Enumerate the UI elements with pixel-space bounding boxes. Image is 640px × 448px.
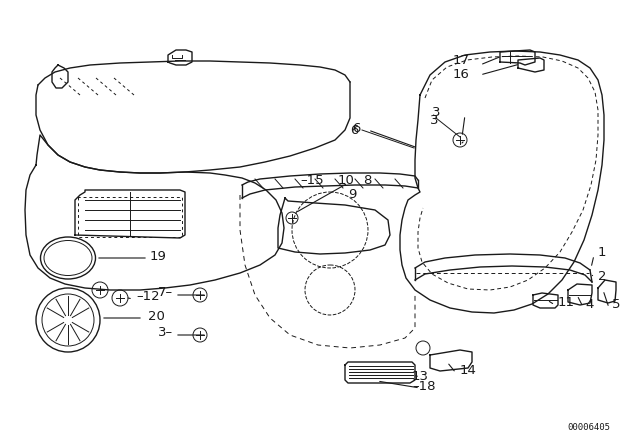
Text: –12: –12 <box>136 289 159 302</box>
Text: 9: 9 <box>348 188 356 201</box>
Text: 5: 5 <box>612 298 621 311</box>
Text: 14: 14 <box>460 365 477 378</box>
Text: 8: 8 <box>363 175 371 188</box>
Text: 7–: 7– <box>158 287 173 300</box>
Text: 4: 4 <box>585 298 593 311</box>
Text: –18: –18 <box>412 380 435 393</box>
Text: 17: 17 <box>453 55 470 68</box>
Text: 3–: 3– <box>158 327 173 340</box>
Text: 16: 16 <box>453 68 470 81</box>
Text: 10: 10 <box>338 175 355 188</box>
Text: 13: 13 <box>412 370 429 383</box>
Text: –15: –15 <box>300 175 324 188</box>
Text: 3: 3 <box>430 113 438 126</box>
Text: 19: 19 <box>150 250 167 263</box>
Text: 11: 11 <box>558 297 575 310</box>
Text: 00006405: 00006405 <box>567 423 610 432</box>
Text: 3: 3 <box>432 107 440 120</box>
Text: 1: 1 <box>598 246 607 259</box>
Text: 6: 6 <box>350 124 358 137</box>
Text: 20: 20 <box>148 310 165 323</box>
Text: 6: 6 <box>352 121 360 134</box>
Text: 2: 2 <box>598 270 607 283</box>
